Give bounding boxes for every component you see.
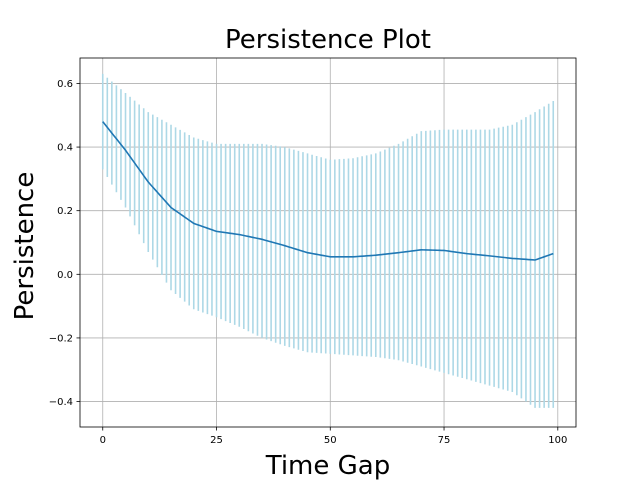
x-tick-label: 0: [100, 435, 106, 446]
x-tick-label: 100: [548, 435, 567, 446]
x-tick-label: 50: [324, 435, 337, 446]
y-tick-label: 0.0: [57, 270, 73, 281]
y-tick-label: 0.6: [57, 79, 73, 90]
x-axis-label: Time Gap: [265, 451, 390, 480]
y-tick-label: −0.2: [49, 333, 73, 344]
chart-title: Persistence Plot: [225, 25, 431, 55]
x-tick-label: 75: [438, 435, 451, 446]
x-tick-label: 25: [210, 435, 223, 446]
plot-frame: [79, 57, 577, 428]
y-axis-ticks: −0.4 −0.2 0.0 0.2 0.4 0.6: [49, 79, 80, 408]
persistence-line: [102, 121, 554, 261]
y-axis-label: Persistence: [10, 172, 40, 321]
y-tick-label: −0.4: [49, 397, 73, 408]
y-tick-label: 0.4: [57, 143, 73, 154]
x-axis-ticks: 0 25 50 75 100: [100, 427, 567, 446]
series-layer: [102, 121, 554, 261]
y-tick-label: 0.2: [57, 206, 73, 217]
